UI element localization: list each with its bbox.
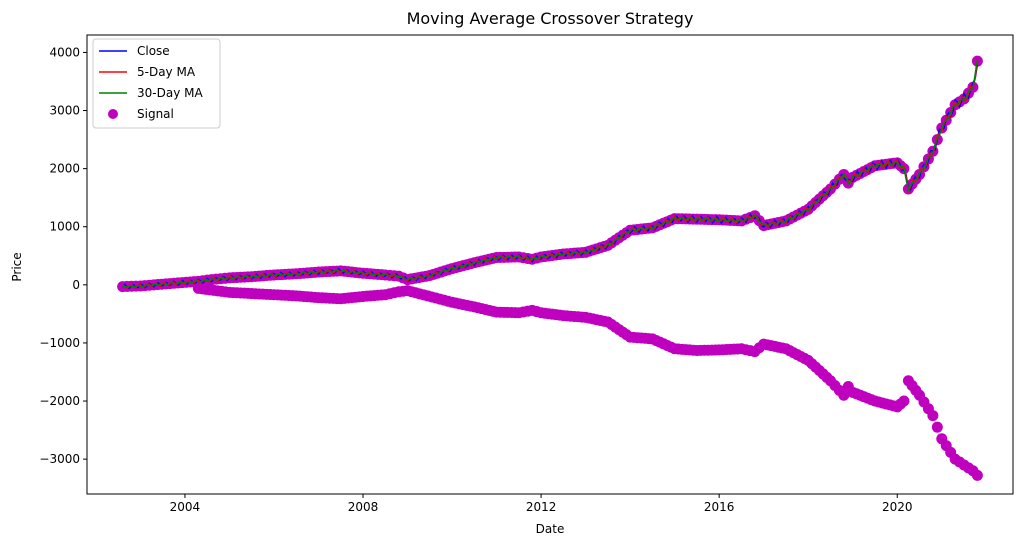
x-tick-label: 2020: [882, 500, 913, 514]
signal-marker: [931, 421, 943, 433]
legend-ma30-label: 30-Day MA: [137, 86, 203, 100]
y-tick-label: 2000: [49, 162, 80, 176]
x-axis-label: Date: [536, 522, 565, 536]
x-tick-label: 2008: [348, 500, 379, 514]
x-tick-label: 2012: [526, 500, 557, 514]
y-tick-label: 4000: [49, 45, 80, 59]
ma30-line: [122, 58, 979, 288]
legend-close-label: Close: [137, 44, 170, 58]
plot-area: [117, 55, 983, 481]
y-tick-label: 0: [72, 278, 80, 292]
price-lines: [122, 58, 979, 290]
signal-marker: [971, 469, 983, 481]
y-axis-label: Price: [10, 252, 24, 281]
chart-title: Moving Average Crossover Strategy: [407, 9, 694, 28]
signal-marker: [838, 389, 850, 401]
y-tick-label: 3000: [49, 104, 80, 118]
y-tick-label: −3000: [39, 452, 80, 466]
legend-signal-label: Signal: [137, 107, 174, 121]
y-tick-label: −2000: [39, 394, 80, 408]
x-tick-label: 2016: [704, 500, 735, 514]
legend-ma5-label: 5-Day MA: [137, 65, 196, 79]
y-tick-label: −1000: [39, 336, 80, 350]
signal-marker: [927, 410, 939, 422]
y-axis-ticks: −3000 −2000 −1000 0 1000 2000 3000 4000: [39, 45, 87, 466]
x-tick-label: 2004: [170, 500, 201, 514]
legend-box: [92, 38, 221, 129]
plot-frame: [86, 34, 1014, 495]
legend: Close 5-Day MA 30-Day MA Signal: [92, 38, 221, 129]
y-tick-label: 1000: [49, 220, 80, 234]
signal-marker: [898, 395, 910, 407]
legend-signal-swatch: [108, 109, 118, 119]
x-axis-ticks: 2004 2008 2012 2016 2020: [170, 494, 913, 514]
